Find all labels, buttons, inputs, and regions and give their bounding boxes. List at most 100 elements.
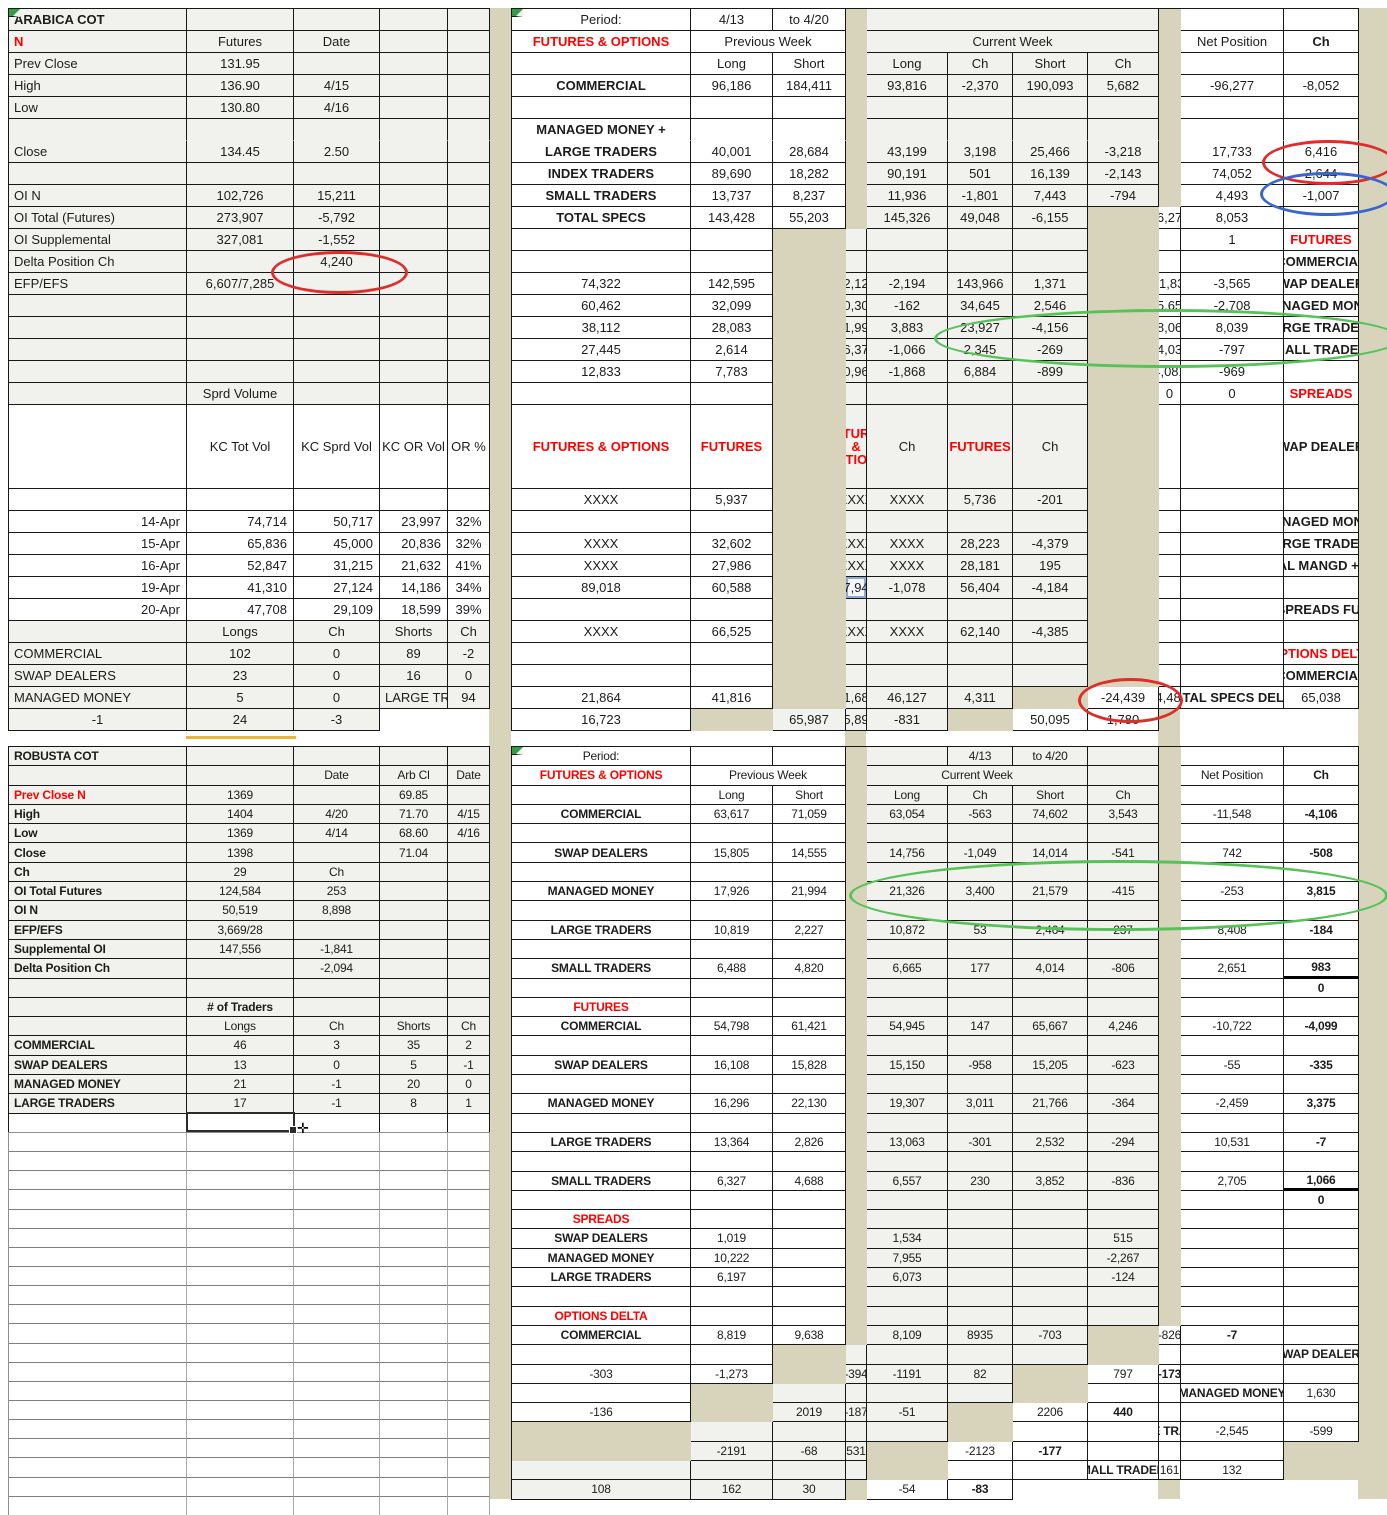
cell[interactable] bbox=[1013, 997, 1088, 1018]
cell[interactable] bbox=[867, 1036, 948, 1056]
cell[interactable] bbox=[448, 1286, 490, 1306]
cell[interactable]: 74,322 bbox=[512, 273, 691, 295]
cell[interactable]: Short bbox=[1013, 785, 1088, 805]
cell[interactable] bbox=[867, 9, 1159, 31]
cell[interactable] bbox=[187, 1209, 294, 1229]
cell[interactable]: 10,819 bbox=[691, 920, 773, 940]
cell[interactable]: 9,638 bbox=[773, 1325, 846, 1346]
cell[interactable] bbox=[448, 747, 490, 767]
cell[interactable] bbox=[448, 1458, 490, 1478]
cell[interactable]: 10,965 bbox=[846, 361, 867, 383]
cell[interactable]: 41% bbox=[448, 555, 490, 577]
cell[interactable]: 15,892 bbox=[846, 709, 867, 731]
cell[interactable] bbox=[1088, 747, 1159, 767]
cell[interactable]: -6,155 bbox=[1013, 207, 1088, 229]
cell[interactable] bbox=[512, 939, 691, 960]
cell[interactable]: 11,936 bbox=[867, 185, 948, 207]
cell[interactable]: 32,602 bbox=[691, 533, 773, 555]
cell[interactable] bbox=[448, 1133, 490, 1153]
cell[interactable]: 136.90 bbox=[187, 75, 294, 97]
cell[interactable]: 2,651 bbox=[1181, 959, 1284, 979]
cell[interactable]: 147 bbox=[948, 1017, 1013, 1037]
cell[interactable] bbox=[448, 1171, 490, 1191]
cell[interactable]: -836 bbox=[1088, 1171, 1159, 1191]
cell[interactable]: 124,584 bbox=[187, 882, 294, 902]
cell[interactable] bbox=[380, 163, 448, 185]
cell[interactable] bbox=[512, 1345, 691, 1365]
cell[interactable]: 102,726 bbox=[187, 185, 294, 207]
cell[interactable]: Low bbox=[9, 97, 187, 119]
cell[interactable]: 6,607/7,285 bbox=[187, 273, 294, 295]
cell[interactable]: -3,565 bbox=[1181, 273, 1284, 295]
cell[interactable]: 89 bbox=[380, 643, 448, 665]
cell[interactable]: 0 bbox=[1159, 383, 1181, 405]
cell[interactable] bbox=[448, 295, 490, 317]
cell[interactable]: 65,038 bbox=[1284, 687, 1359, 709]
cell[interactable]: 40,001 bbox=[691, 141, 773, 163]
cell[interactable] bbox=[948, 1345, 1013, 1365]
cell[interactable]: Ch bbox=[1088, 785, 1159, 805]
cell[interactable] bbox=[1159, 405, 1181, 489]
cell[interactable] bbox=[1088, 997, 1159, 1018]
cell[interactable]: -394 bbox=[846, 1364, 867, 1384]
cell[interactable]: FUTURES & OPTIONS bbox=[846, 405, 867, 489]
cell[interactable] bbox=[773, 978, 846, 998]
cell[interactable] bbox=[948, 1268, 1013, 1288]
cell[interactable] bbox=[380, 339, 448, 361]
cell[interactable]: 3,198 bbox=[948, 141, 1013, 163]
cell[interactable] bbox=[380, 9, 448, 31]
cell[interactable] bbox=[948, 1287, 1013, 1307]
cell[interactable]: 2,614 bbox=[691, 339, 773, 361]
cell[interactable] bbox=[294, 1458, 380, 1478]
cell[interactable] bbox=[691, 1152, 773, 1172]
cell[interactable] bbox=[691, 824, 773, 844]
cell[interactable]: 4,493 bbox=[1181, 185, 1284, 207]
cell[interactable]: SWAP DEALERS bbox=[1284, 405, 1359, 489]
cell[interactable]: 49,048 bbox=[948, 207, 1013, 229]
cell[interactable]: 0 bbox=[1181, 383, 1284, 405]
cell[interactable] bbox=[380, 1152, 448, 1172]
cell[interactable] bbox=[1284, 1268, 1359, 1288]
cell[interactable] bbox=[1013, 599, 1088, 621]
cell[interactable]: Ch bbox=[1284, 766, 1359, 786]
cell[interactable] bbox=[9, 317, 187, 339]
cell[interactable]: MANAGED MONEY bbox=[9, 1075, 187, 1095]
cell[interactable] bbox=[691, 1306, 773, 1326]
cell[interactable] bbox=[512, 1190, 691, 1211]
cell[interactable] bbox=[1181, 97, 1284, 119]
cell[interactable]: 74,602 bbox=[1013, 804, 1088, 825]
cell[interactable] bbox=[187, 119, 294, 141]
cell[interactable]: Long bbox=[691, 53, 773, 75]
cell[interactable] bbox=[294, 1209, 380, 1229]
cell[interactable] bbox=[1013, 643, 1088, 665]
cell[interactable] bbox=[691, 1287, 773, 1307]
cell[interactable]: EFP/EFS bbox=[9, 273, 187, 295]
cell[interactable]: 34% bbox=[448, 577, 490, 599]
cell[interactable]: SPEC SPREADS FUTURES bbox=[1284, 599, 1359, 621]
cell[interactable] bbox=[1088, 824, 1159, 844]
cell[interactable] bbox=[773, 901, 846, 921]
cell[interactable] bbox=[9, 405, 187, 489]
cell[interactable]: 19,307 bbox=[867, 1094, 948, 1114]
cell[interactable] bbox=[187, 1343, 294, 1363]
cell[interactable]: SMALL TRADERS bbox=[512, 959, 691, 979]
cell[interactable]: 6,884 bbox=[948, 361, 1013, 383]
cell[interactable]: 2.50 bbox=[294, 141, 380, 163]
cell[interactable] bbox=[1284, 1248, 1359, 1269]
cell[interactable] bbox=[846, 383, 867, 405]
cell[interactable]: FUTURES bbox=[1284, 229, 1359, 251]
cell[interactable] bbox=[1181, 621, 1284, 643]
cell[interactable]: SWAP DEALERS bbox=[512, 1055, 691, 1076]
cell[interactable]: OPTIONS DELTA bbox=[1284, 643, 1359, 665]
cell[interactable]: 132 bbox=[1181, 1460, 1284, 1481]
cell[interactable]: -4,379 bbox=[1013, 533, 1088, 555]
cell[interactable] bbox=[948, 251, 1013, 273]
cell[interactable] bbox=[294, 1477, 380, 1497]
cell[interactable]: -831 bbox=[867, 709, 948, 731]
cell[interactable] bbox=[1159, 489, 1181, 511]
cell[interactable] bbox=[691, 229, 773, 251]
cell[interactable] bbox=[294, 9, 380, 31]
cell[interactable] bbox=[294, 1133, 380, 1153]
cell[interactable]: 24 bbox=[187, 709, 294, 731]
cell[interactable]: Sprd Volume bbox=[187, 383, 294, 405]
